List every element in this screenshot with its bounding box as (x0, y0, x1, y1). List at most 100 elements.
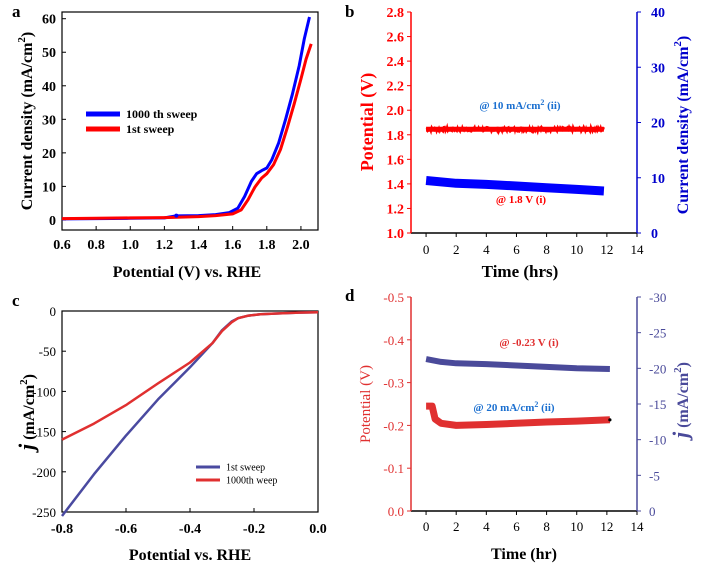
panel-d-xtick-label: 4 (483, 519, 490, 534)
panel-a-ytick-label: 0 (49, 214, 56, 229)
panel-c-ytick-label: 0 (50, 304, 57, 319)
panel-b-annotation-i: @ 1.8 V (i) (496, 194, 547, 206)
panel-b-ytick-right-label: 20 (651, 117, 665, 132)
panel-c-ytick-label: -200 (32, 465, 56, 480)
panel-c-ylabel: j (mA/cm2) (14, 374, 39, 453)
panel-b-ytick-left-label: 1.6 (387, 153, 405, 168)
panel-b-ytick-left-label: 2.0 (387, 104, 405, 119)
panel-a-xlabel: Potential (V) vs. RHE (113, 264, 261, 281)
panel-b-ytick-right-label: 0 (651, 227, 658, 242)
panel-d-ytick-right-label: -15 (649, 397, 666, 412)
panel-c-ytick-label: -150 (32, 425, 56, 440)
panel-c-xlabel: Potential vs. RHE (129, 547, 251, 564)
panel-d-ytick-left-label: -0.2 (383, 418, 404, 433)
panel-b-xtick-label: 2 (453, 242, 460, 257)
panel-b-ylabel-right-sup: 2 (672, 41, 684, 47)
panel-a-xtick-label: 1.8 (258, 238, 276, 253)
panel-a-ytick-label: 40 (42, 80, 56, 95)
panel-d-ylabel-right-unit: (mA/cm (675, 372, 692, 432)
panel-d-xtick-label: 12 (600, 519, 613, 534)
panel-b-xtick-label: 0 (423, 242, 430, 257)
panel-a-ytick-label: 30 (42, 113, 56, 128)
panel-a-ylabel-sup: 2 (16, 37, 28, 43)
panel-d-ylabel-right-close: ) (675, 362, 692, 367)
panel-b-ylabel-left: Potential (V) (357, 73, 378, 171)
panel-b-ytick-left-label: 2.8 (387, 6, 405, 21)
panel-b-ytick-left-label: 1.8 (387, 129, 405, 144)
panel-d-annotation-ii-tail: (ii) (538, 402, 555, 414)
panel-d-ytick-right-label: -5 (649, 468, 660, 483)
panel-d-xtick-label: 14 (631, 519, 645, 534)
panel-a-ytick-label: 20 (42, 147, 56, 162)
panel-c-xtick-label: -0.8 (51, 522, 73, 537)
panel-c-ylabel-j: j (14, 443, 39, 453)
panel-d-ytick-left-label: -0.4 (383, 333, 404, 348)
panel-d-xtick-label: 10 (570, 519, 583, 534)
panel-a-xtick-label: 1.2 (156, 238, 174, 253)
panel-a-legend-label: 1st sweep (126, 122, 175, 136)
panel-a-letter: a (12, 2, 21, 21)
panel-d-xtick-label: 8 (543, 519, 550, 534)
panel-d-ytick-left-label: -0.1 (383, 461, 404, 476)
panel-d-current-trace (425, 356, 610, 372)
panel-a-xtick-label: 0.8 (87, 238, 105, 253)
panel-d-xlabel: Time (hr) (491, 546, 557, 563)
panel-b-current-trace (425, 176, 605, 196)
panel-b-xlabel: Time (hrs) (482, 262, 559, 281)
panel-b-ytick-left-label: 1.2 (387, 202, 405, 217)
panel-c-ytick-label: -250 (32, 505, 56, 520)
panel-c-xtick-label: 0.0 (309, 522, 327, 537)
panel-d-ytick-right-label: -20 (649, 361, 666, 376)
panel-d-annotation-i: @ -0.23 V (i) (499, 337, 559, 349)
panel-c-ylabel-sup: 2 (18, 379, 30, 385)
panel-d-ytick-left-label: 0.0 (388, 504, 404, 519)
panel-d-xtick-label: 0 (423, 519, 430, 534)
panel-d-ytick-right-label: 0 (649, 504, 656, 519)
panel-c-ylabel-close: ) (21, 374, 38, 379)
panel-a-xtick-label: 2.0 (292, 238, 310, 253)
panel-c-ylabel-unit: (mA/cm (21, 384, 38, 444)
panel-d-potential-trace (426, 402, 611, 429)
panel-b-annotation-i-tail: (i) (533, 194, 546, 206)
panel-a-series-line (61, 43, 313, 221)
panel-a-ytick-label: 10 (42, 180, 56, 195)
panel-c-ytick-label: -100 (32, 384, 56, 399)
panel-d-ytick-right-label: -25 (649, 326, 666, 341)
panel-c-legend-label: 1st sweep (226, 463, 265, 474)
panel-a-ylabel-close: ) (19, 32, 36, 37)
panel-b-ytick-left-label: 2.4 (387, 55, 405, 70)
panel-b-ytick-right-label: 30 (651, 61, 665, 76)
panel-a-legend-label: 1000 th sweep (126, 107, 198, 121)
panel-c-series-line (61, 310, 319, 441)
panel-c-legend-label: 1000th weep (226, 476, 277, 487)
panel-d-end-marker (608, 418, 612, 422)
panel-c-letter: c (12, 291, 20, 310)
panel-b-xtick-label: 8 (543, 242, 550, 257)
panel-b-ytick-left-label: 1.0 (387, 227, 405, 242)
panel-c-xtick-label: -0.6 (115, 522, 137, 537)
panel-d-ytick-right-label: -30 (649, 290, 666, 305)
panel-b-ylabel-right-close: ) (675, 36, 692, 41)
panel-d-annotation-ii: @ 20 mA/cm2 (ii) (473, 400, 554, 414)
panel-a-xtick-label: 0.6 (53, 238, 71, 253)
panel-a-ytick-label: 60 (42, 13, 56, 28)
panel-b-annotation-ii: @ 10 mA/cm2 (ii) (479, 98, 560, 112)
panel-d-letter: d (345, 286, 355, 305)
panel-b-xtick-label: 6 (513, 242, 520, 257)
panel-b-ytick-left-label: 2.2 (387, 80, 405, 95)
panel-b-ytick-right-label: 10 (651, 172, 665, 187)
panel-c-ytick-label: -50 (39, 344, 56, 359)
panel-b-ytick-right-label: 40 (651, 6, 665, 21)
panel-d-ytick-left-label: -0.5 (383, 290, 404, 305)
panel-b-ylabel-right: Current density (mA/cm2) (672, 36, 692, 215)
panel-c-frame (61, 310, 319, 513)
panel-d-ylabel-left: Potential (V) (358, 365, 374, 443)
panel-b-xtick-label: 12 (600, 242, 613, 257)
panel-b-xtick-label: 10 (570, 242, 583, 257)
panel-b-ytick-left-label: 1.4 (387, 178, 405, 193)
panel-d-ylabel-right-j: j (668, 431, 693, 441)
panel-d-ytick-left-label: -0.3 (383, 376, 404, 391)
panel-a-ytick-label: 50 (42, 46, 56, 61)
panel-d-ylabel-right: j (mA/cm2) (668, 362, 693, 441)
